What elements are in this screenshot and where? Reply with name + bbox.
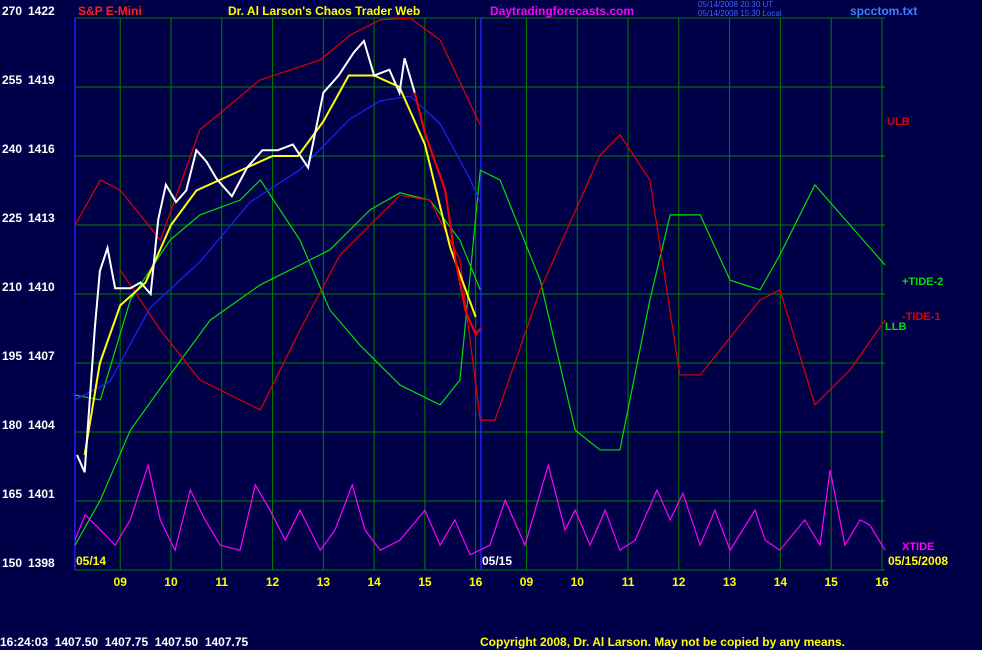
- y-tick-label: 180: [2, 418, 22, 432]
- x-tick-label: 09: [520, 575, 534, 589]
- y2-tick-label: 1422: [28, 4, 55, 18]
- instrument: S&P E-Mini: [78, 4, 142, 18]
- y-tick-label: 225: [2, 211, 22, 225]
- site: Daytradingforecasts.com: [490, 4, 634, 18]
- x-tick-label: 12: [266, 575, 280, 589]
- series-line: [74, 95, 481, 401]
- x-tick-label: 11: [215, 575, 228, 589]
- y2-tick-label: 1410: [28, 280, 55, 294]
- x-tick-label: 13: [317, 575, 331, 589]
- date-label: 05/15/2008: [888, 554, 948, 568]
- series-line: [76, 38, 416, 473]
- y2-tick-label: 1419: [28, 73, 55, 87]
- y-tick-label: 195: [2, 349, 22, 363]
- x-tick-label: 16: [469, 575, 483, 589]
- y2-tick-label: 1416: [28, 142, 55, 156]
- series-line: [119, 133, 886, 421]
- series-line: [83, 74, 477, 456]
- series-line: [74, 17, 481, 242]
- file-name: spcctom.txt: [850, 4, 917, 18]
- x-tick-label: 10: [571, 575, 585, 589]
- x-tick-label: 15: [418, 575, 432, 589]
- y-tick-label: 240: [2, 142, 22, 156]
- y2-tick-label: 1398: [28, 556, 55, 570]
- stamp: 05/14/2008 15:30 Local: [698, 9, 782, 18]
- copyright: Copyright 2008, Dr. Al Larson. May not b…: [480, 635, 845, 649]
- y2-tick-label: 1404: [28, 418, 55, 432]
- x-tick-label: 09: [114, 575, 128, 589]
- x-tick-label: 15: [824, 575, 838, 589]
- legend-label: -TIDE-1: [902, 311, 941, 323]
- series-line: [74, 169, 886, 451]
- x-tick-label: 11: [622, 575, 635, 589]
- y-tick-label: 210: [2, 280, 22, 294]
- chart-title: Dr. Al Larson's Chaos Trader Web: [228, 4, 420, 18]
- series-line: [74, 462, 886, 556]
- x-tick-label: 14: [367, 575, 381, 589]
- x-tick-label: 10: [164, 575, 178, 589]
- y-tick-label: 270: [2, 4, 22, 18]
- y2-tick-label: 1413: [28, 211, 55, 225]
- legend-label: XTIDE: [902, 541, 934, 553]
- y-tick-label: 255: [2, 73, 22, 87]
- legend-label: LLB: [885, 321, 906, 333]
- x-tick-label: 16: [875, 575, 889, 589]
- x-tick-label: 12: [672, 575, 686, 589]
- y2-tick-label: 1401: [28, 487, 55, 501]
- x-tick-label: 13: [723, 575, 737, 589]
- y2-tick-label: 1407: [28, 349, 55, 363]
- legend-label: +TIDE-2: [902, 276, 943, 288]
- date-label: 05/15: [482, 554, 512, 568]
- y-tick-label: 165: [2, 487, 22, 501]
- series-line: [413, 92, 482, 337]
- quote-line: 16:24:03 1407.50 1407.75 1407.50 1407.75: [0, 635, 249, 649]
- legend-label: ULB: [887, 116, 910, 128]
- stamp: 05/14/2008 20:30 UT: [698, 0, 773, 9]
- x-tick-label: 14: [774, 575, 788, 589]
- date-label: 05/14: [76, 554, 106, 568]
- y-tick-label: 150: [2, 556, 22, 570]
